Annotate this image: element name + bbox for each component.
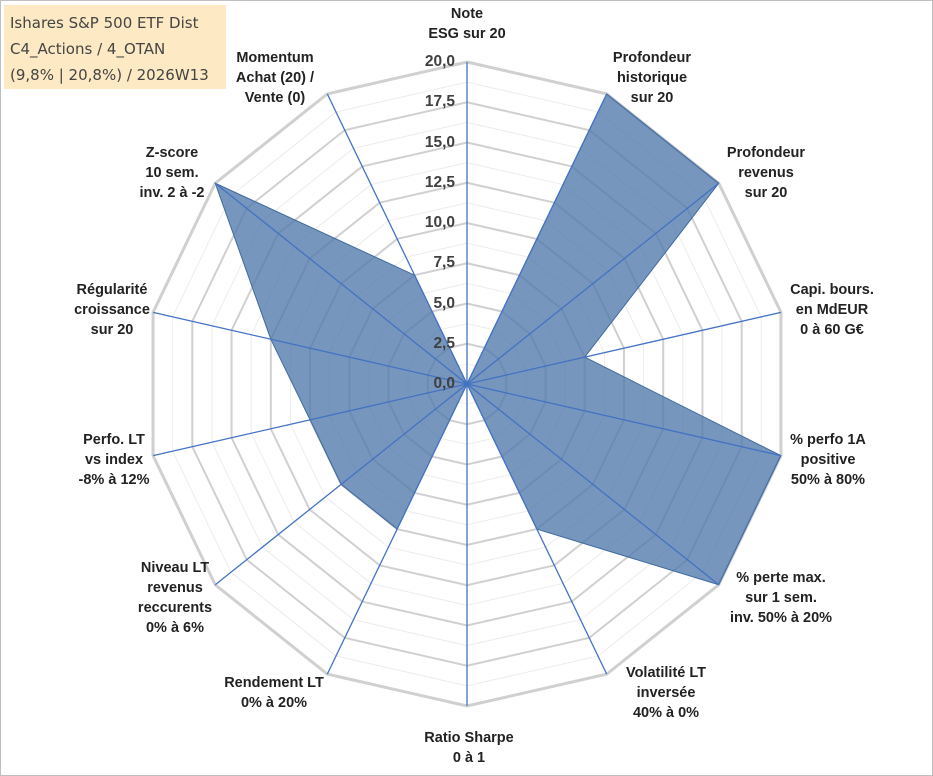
axis-label-line: revenus xyxy=(147,580,203,596)
axis-spoke xyxy=(326,93,468,385)
axis-label-line: Perfo. LT xyxy=(83,432,145,448)
info-line-3: (9,8% | 20,8%) / 2026W13 xyxy=(10,66,209,84)
axis-label-line: positive xyxy=(800,452,856,468)
axis-label-line: Achat (20) / xyxy=(235,70,315,86)
axis-label-line: % perte max. xyxy=(736,570,826,586)
axis-spoke xyxy=(466,93,608,385)
axis-spoke xyxy=(466,383,720,586)
axis-label-line: 0% à 20% xyxy=(240,695,308,711)
axis-label-line: croissance xyxy=(74,302,150,318)
axis-label-line: sur 20 xyxy=(630,90,674,106)
axis-label: Capi. bours. en MdEUR 0 à 60 G€ xyxy=(732,280,932,340)
axis-label-line: inversée xyxy=(636,685,696,701)
axis-label: Ratio Sharpe 0 à 1 xyxy=(369,728,569,768)
tick-label: 10,0 xyxy=(424,214,455,231)
axis-spoke xyxy=(152,311,468,385)
info-line-1: Ishares S&P 500 ETF Dist xyxy=(10,14,199,32)
axis-label-line: Vente (0) xyxy=(244,90,306,106)
axis-label-line: inv. 2 à -2 xyxy=(139,185,205,201)
axis-spoke xyxy=(466,311,782,385)
axis-label-line: Note xyxy=(450,6,484,22)
axis-label-line: Z-score xyxy=(145,145,199,161)
tick-label: 12,5 xyxy=(424,173,455,191)
axis-label: Profondeur historique sur 20 xyxy=(552,48,752,108)
axis-label: Niveau LT revenus reccurents 0% à 6% xyxy=(75,558,275,638)
tick-label: 17,5 xyxy=(424,93,455,111)
axis-spoke xyxy=(326,383,468,675)
axis-label-line: sur 20 xyxy=(90,322,134,338)
tick-label: 0,0 xyxy=(433,375,455,392)
axis-label-line: en MdEUR xyxy=(795,302,869,318)
axis-label-line: inv. 50% à 20% xyxy=(729,610,833,626)
axis-label-line: ESG sur 20 xyxy=(428,26,506,42)
axis-label: Régularité croissance sur 20 xyxy=(12,280,212,340)
axis-label: % perte max. sur 1 sem. inv. 50% à 20% xyxy=(681,568,881,628)
axis-label-line: vs index xyxy=(84,452,144,468)
info-box: Ishares S&P 500 ETF Dist C4_Actions / 4_… xyxy=(4,5,226,89)
axis-label-line: Régularité xyxy=(76,282,148,298)
axis-spoke xyxy=(214,182,468,385)
axis-label-line: Rendement LT xyxy=(224,675,324,691)
axis-label-line: 0 à 60 G€ xyxy=(800,322,864,338)
tick-label: 7,5 xyxy=(433,254,455,272)
axis-label: Perfo. LT vs index -8% à 12% xyxy=(14,430,214,490)
axis-label-line: 0% à 6% xyxy=(145,620,205,636)
axis-spoke xyxy=(466,182,720,385)
tick-label: 2,5 xyxy=(433,334,455,352)
axis-label-line: Profondeur xyxy=(726,145,806,161)
axis-label-line: 0 à 1 xyxy=(452,750,486,766)
axis-label-line: historique xyxy=(616,70,688,86)
tick-label: 5,0 xyxy=(433,294,455,312)
axis-label-line: Volatilité LT xyxy=(625,665,707,681)
axis-label-line: -8% à 12% xyxy=(78,472,150,488)
axis-spoke xyxy=(214,383,468,586)
axis-label-line: % perfo 1A xyxy=(790,432,866,448)
axis-label: % perfo 1A positive 50% à 80% xyxy=(728,430,928,490)
axis-label: Momentum Achat (20) / Vente (0) xyxy=(175,48,375,108)
axis-label-line: 40% à 0% xyxy=(632,705,700,721)
axis-spoke xyxy=(466,383,782,457)
info-line-2: C4_Actions / 4_OTAN xyxy=(10,40,166,58)
axis-label-line: revenus xyxy=(738,165,794,181)
axis-label: Rendement LT 0% à 20% xyxy=(174,673,374,713)
axis-label: Volatilité LT inversée 40% à 0% xyxy=(566,663,766,723)
axis-label: Z-score 10 sem. inv. 2 à -2 xyxy=(72,143,272,203)
axis-label-line: 50% à 80% xyxy=(790,472,866,488)
axis-label-line: Profondeur xyxy=(612,50,692,66)
axis-spoke xyxy=(466,383,608,675)
axis-label-line: Momentum xyxy=(236,50,314,66)
tick-label: 15,0 xyxy=(424,133,455,151)
axis-spoke xyxy=(152,383,468,457)
axis-label-line: Niveau LT xyxy=(140,560,210,576)
axis-label: Profondeur revenus sur 20 xyxy=(666,143,866,203)
axis-label-line: 10 sem. xyxy=(145,165,199,181)
axis-label: Note ESG sur 20 xyxy=(367,4,567,44)
axis-label-line: Ratio Sharpe xyxy=(424,730,514,746)
tick-label: 20,0 xyxy=(424,53,455,70)
axis-label-line: reccurents xyxy=(137,600,213,616)
axis-label-line: Capi. bours. xyxy=(790,282,874,298)
axis-label-line: sur 20 xyxy=(744,185,788,201)
axis-label-line: sur 1 sem. xyxy=(745,590,817,606)
